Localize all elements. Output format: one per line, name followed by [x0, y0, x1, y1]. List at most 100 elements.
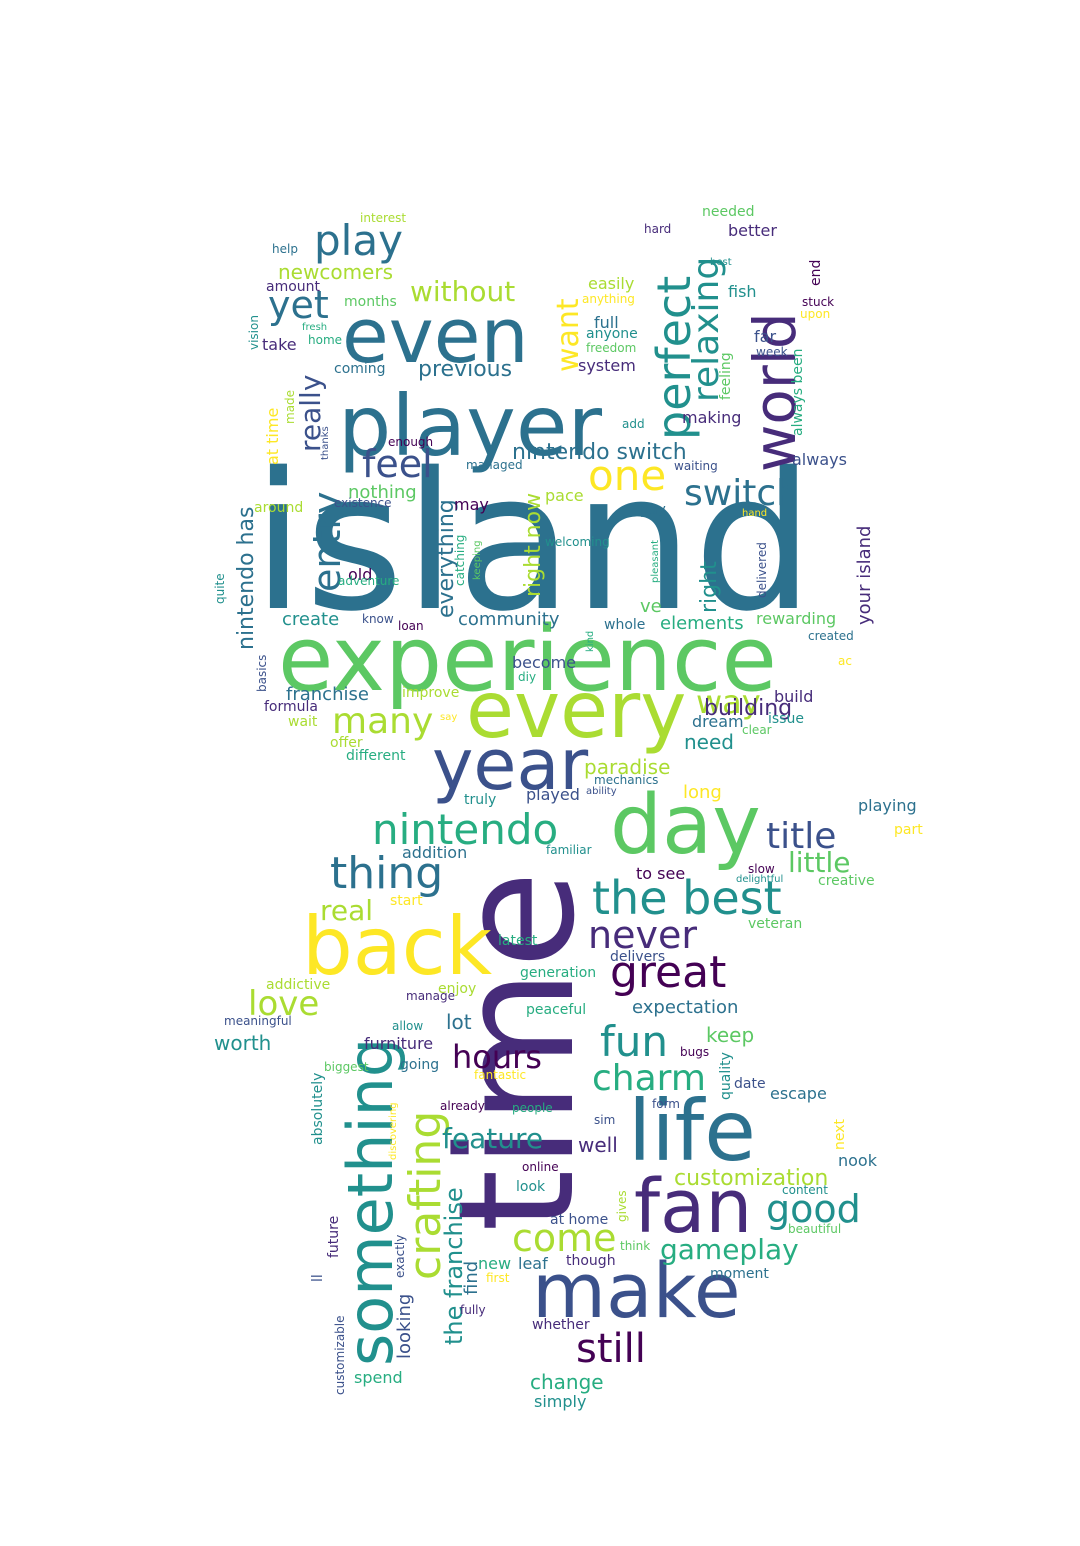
word-fresh: fresh — [302, 322, 327, 333]
word-making: making — [682, 408, 741, 427]
word-thing: thing — [330, 848, 443, 899]
word-ac: ac — [838, 654, 852, 668]
word-hand: hand — [742, 508, 767, 519]
word-addictive: addictive — [266, 977, 330, 993]
word-new: new — [478, 1254, 511, 1273]
word-really: really — [294, 375, 327, 452]
word-pleasant: pleasant — [650, 540, 661, 583]
word-anyone: anyone — [586, 326, 638, 342]
word-say: say — [440, 712, 457, 723]
word-elements: elements — [660, 613, 744, 634]
word-waiting: waiting — [674, 459, 718, 473]
word-loan: loan — [398, 619, 424, 633]
word-fun: fun — [600, 1017, 668, 1066]
word-relaxing: relaxing — [686, 257, 727, 402]
word-way: way — [696, 683, 761, 721]
word-year: year — [432, 724, 588, 806]
word-well: well — [578, 1133, 618, 1157]
word-building: building — [704, 696, 792, 721]
word-good: good — [766, 1187, 861, 1231]
word-months: months — [344, 294, 397, 310]
word-customization: customization — [674, 1166, 828, 1191]
word-hard: hard — [644, 222, 671, 236]
word-ll: ll — [310, 1274, 326, 1282]
word-addition: addition — [402, 843, 467, 862]
word-create: create — [282, 609, 339, 630]
word-entry: entry — [305, 492, 349, 592]
word-welcoming: welcoming — [545, 535, 610, 549]
word-home: home — [308, 333, 342, 347]
word-think: think — [620, 1239, 650, 1253]
word-created: created — [808, 629, 854, 643]
word-change: change — [530, 1370, 604, 1394]
word-mechanics: mechanics — [594, 773, 658, 787]
word-generation: generation — [520, 965, 596, 981]
word-every: every — [466, 666, 686, 756]
word-feel: feel — [362, 442, 433, 486]
word-build: build — [774, 687, 813, 706]
word-nintendo: nintendo — [372, 805, 558, 854]
word-want: want — [551, 298, 586, 372]
word-switch: switch — [684, 473, 799, 514]
word-feature: feature — [442, 1122, 543, 1155]
word-part: part — [894, 822, 923, 838]
word-long: long — [683, 782, 722, 803]
word-played: played — [526, 785, 580, 804]
word-online: online — [522, 1160, 559, 1174]
word-without: without — [410, 275, 515, 308]
word-franchise: franchise — [286, 684, 369, 705]
word-catching: catching — [453, 535, 467, 586]
word-nintendo-switch: nintendo switch — [512, 440, 687, 465]
word-feeling: feeling — [718, 352, 734, 400]
word-people: people — [512, 1101, 553, 1115]
word-fully: fully — [460, 1303, 486, 1317]
word-even: even — [342, 291, 529, 380]
word-leaf: leaf — [518, 1254, 548, 1273]
word-take: take — [262, 335, 297, 354]
word-managed: managed — [466, 458, 523, 472]
word-escape: escape — [770, 1084, 827, 1103]
word-worth: worth — [214, 1031, 271, 1055]
word-meaningful: meaningful — [224, 1014, 292, 1028]
word-may: may — [454, 495, 489, 514]
word-ability: ability — [586, 786, 617, 797]
word-time: time — [423, 871, 610, 1232]
word-hours: hours — [452, 1038, 542, 1076]
word-whole: whole — [604, 617, 645, 633]
word-though: though — [566, 1253, 616, 1269]
word-anything: anything — [582, 292, 635, 306]
word-play: play — [314, 216, 403, 265]
word-little: little — [788, 846, 851, 879]
word-find: find — [461, 1261, 482, 1295]
word-playing: playing — [858, 796, 917, 815]
word-customizable: customizable — [333, 1315, 347, 1395]
word-at-time: at time — [263, 408, 282, 465]
word-day: day — [610, 778, 761, 873]
word-player: player — [338, 377, 603, 475]
word-fan: fan — [634, 1164, 752, 1250]
word-world: world — [741, 312, 809, 472]
word-beautiful: beautiful — [788, 1222, 841, 1236]
word-crafting: crafting — [400, 1111, 451, 1280]
word-truly: truly — [464, 792, 496, 808]
word-right: right — [697, 561, 722, 613]
word-gameplay: gameplay — [660, 1233, 799, 1266]
word-needed: needed — [702, 204, 755, 220]
word-whether: whether — [532, 1317, 590, 1333]
word-many: many — [332, 701, 433, 742]
word-everything: everything — [434, 499, 459, 618]
word-basics: basics — [255, 655, 269, 692]
word-charm: charm — [592, 1058, 706, 1099]
word-best: best — [710, 257, 732, 268]
word-creative: creative — [818, 873, 875, 889]
word-lot: lot — [446, 1010, 472, 1034]
word-become: become — [512, 653, 576, 672]
word-biggest: biggest — [324, 1060, 369, 1074]
word-real: real — [320, 894, 373, 927]
word-perfect: perfect — [647, 276, 701, 440]
word-keeping: keeping — [472, 540, 483, 580]
word-at-home: at home — [550, 1212, 608, 1228]
word-right-now: right now — [521, 493, 546, 597]
word-old: old — [348, 565, 372, 584]
